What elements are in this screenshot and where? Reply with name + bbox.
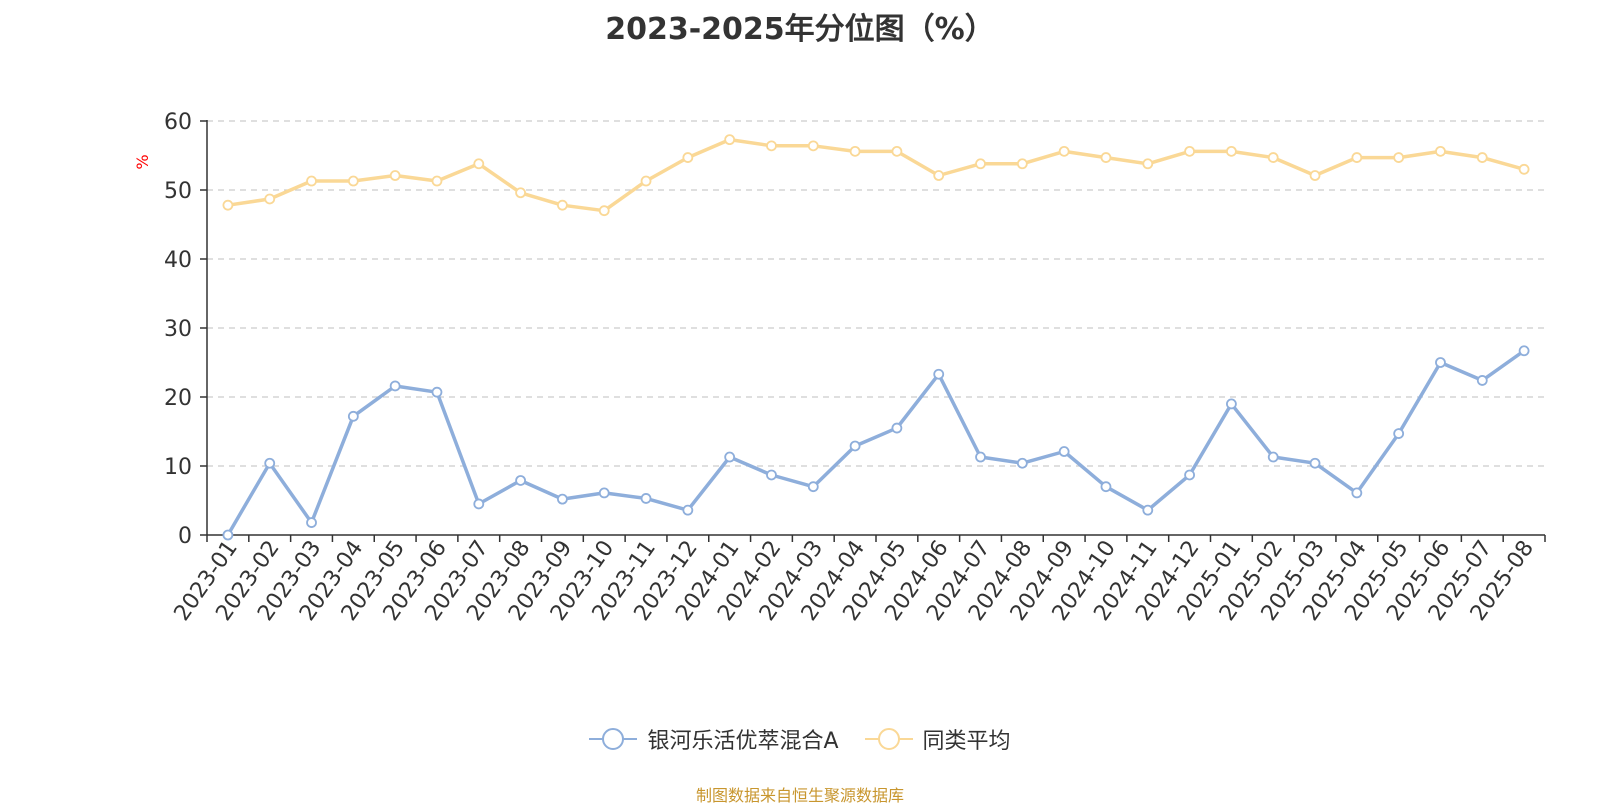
series-0	[222, 345, 1530, 541]
data-point	[1476, 375, 1488, 386]
data-point	[264, 457, 276, 469]
data-point	[598, 205, 610, 217]
data-point	[431, 175, 443, 187]
data-point	[1184, 469, 1195, 481]
y-tick-label: 30	[164, 317, 192, 342]
data-point	[724, 451, 736, 463]
data-point	[515, 475, 526, 486]
data-point	[1393, 152, 1405, 163]
data-point	[1309, 170, 1321, 181]
series-line	[226, 349, 1526, 536]
legend-item-series-0[interactable]: 银河乐活优萃混合A	[589, 723, 839, 755]
data-point	[1100, 481, 1112, 493]
y-tick-label: 10	[164, 455, 192, 480]
data-point	[807, 481, 819, 493]
data-point	[1267, 152, 1279, 163]
data-point	[306, 517, 317, 528]
data-point	[389, 380, 401, 392]
y-tick-label: 0	[178, 524, 192, 549]
y-tick-label: 20	[164, 386, 192, 411]
data-point	[1226, 145, 1237, 157]
data-point	[1351, 152, 1363, 163]
data-point	[431, 386, 443, 398]
chart-title: 2023-2025年分位图（%）	[605, 12, 995, 47]
data-point	[1016, 158, 1028, 170]
data-point	[1184, 145, 1195, 157]
legend-label: 同类平均	[922, 729, 1011, 754]
data-point	[891, 145, 903, 157]
data-point	[389, 170, 401, 181]
data-point	[682, 504, 694, 516]
data-point	[1435, 145, 1446, 157]
legend-marker-icon	[589, 728, 638, 750]
data-point	[682, 152, 694, 163]
data-point	[557, 493, 568, 505]
tick-labels: 0102030405060%2023-012023-022023-032023-…	[133, 110, 1539, 626]
data-point	[347, 410, 359, 422]
data-point	[1518, 163, 1530, 175]
data-point	[1142, 504, 1154, 516]
data-point	[1518, 345, 1530, 357]
data-point	[933, 368, 945, 380]
data-point	[975, 451, 986, 463]
data-point	[473, 498, 485, 510]
data-point	[306, 175, 317, 187]
source-note: 制图数据来自恒生聚源数据库	[695, 786, 904, 805]
data-point	[1309, 457, 1321, 469]
data-point	[975, 158, 986, 170]
series-lines	[222, 134, 1530, 541]
data-point	[640, 175, 652, 187]
data-point	[849, 145, 861, 157]
y-axis-label: %	[133, 154, 152, 169]
data-point	[1393, 428, 1405, 439]
data-point	[473, 158, 485, 170]
axes	[200, 120, 1546, 542]
data-point	[1226, 398, 1237, 410]
y-tick-label: 40	[164, 248, 192, 273]
legend-label: 银河乐活优萃混合A	[647, 729, 839, 754]
data-point	[1142, 158, 1154, 170]
data-point	[807, 140, 819, 152]
data-point	[515, 187, 526, 199]
data-point	[933, 170, 945, 181]
legend: 银河乐活优萃混合A 同类平均	[0, 723, 1600, 755]
data-point	[640, 493, 652, 504]
data-point	[766, 140, 777, 152]
legend-marker-icon	[864, 728, 913, 750]
data-point	[347, 175, 359, 187]
legend-item-series-1[interactable]: 同类平均	[864, 723, 1011, 755]
y-tick-label: 50	[164, 179, 192, 204]
data-point	[598, 487, 610, 499]
data-point	[264, 193, 276, 205]
data-point	[1058, 446, 1070, 457]
data-point	[1267, 451, 1279, 463]
series-1	[222, 134, 1530, 217]
data-point	[222, 199, 234, 211]
data-point	[222, 529, 234, 541]
data-point	[849, 440, 861, 452]
data-point	[1476, 152, 1488, 163]
data-point	[1351, 487, 1363, 499]
series-line	[227, 137, 1525, 213]
y-tick-label: 60	[164, 110, 192, 135]
data-point	[891, 422, 903, 434]
data-point	[766, 469, 777, 481]
data-point	[1058, 145, 1070, 157]
grid-lines	[207, 120, 1545, 467]
data-point	[724, 134, 736, 146]
data-point	[1435, 357, 1446, 368]
data-point	[1100, 152, 1112, 163]
data-point	[557, 199, 568, 211]
data-point	[1016, 457, 1028, 469]
